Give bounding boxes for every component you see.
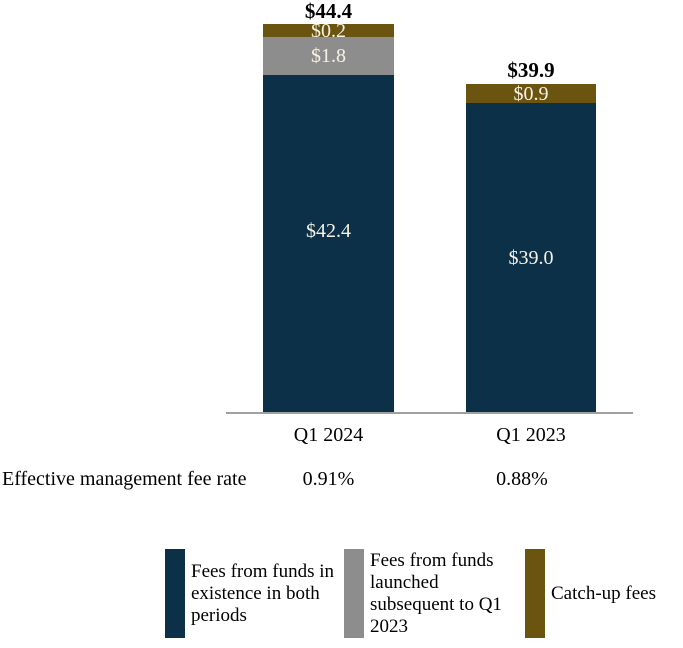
segment-catch-up-fees-q1-2023: $0.9 [466,82,596,105]
category-label-q1-2024: Q1 2024 [293,424,364,446]
bar-q1-2024: $0.2 $1.8 $42.4 [263,21,394,413]
legend-label-text: Catch-up fees [551,582,656,604]
legend-label-launched-funds: Fees from funds launched subsequent to Q… [370,549,520,638]
category-label-q1-2023: Q1 2023 [496,424,566,446]
total-label-q1-2023: $39.9 [507,58,555,82]
legend-swatch-launched-funds [344,549,364,638]
segment-value-label: $0.9 [513,82,549,105]
segment-launched-funds-q1-2024: $1.8 [263,37,394,75]
x-axis-line [226,412,633,414]
total-label-q1-2024: $44.4 [304,0,353,23]
legend-swatch-catch-up-fees [525,549,545,638]
segment-value-label: $1.8 [311,45,346,67]
segment-catch-up-fees-q1-2024: $0.2 [263,21,394,41]
segment-value-label: $39.0 [508,247,554,269]
segment-existing-funds-q1-2023: $39.0 [466,103,596,413]
fee-rate-row-label: Effective management fee rate [2,468,247,490]
fee-rate-value-q1-2024: 0.91% [302,468,355,490]
segment-value-label: $0.2 [311,19,346,42]
legend-label-text: Fees from funds in existence in both per… [191,560,335,626]
legend-swatch-existing-funds [165,549,185,638]
legend-label-existing-funds: Fees from funds in existence in both per… [191,549,336,638]
legend-label-catch-up-fees: Catch-up fees [551,549,683,638]
segment-existing-funds-q1-2024: $42.4 [263,75,394,413]
segment-value-label: $42.4 [306,220,351,242]
legend-label-text: Fees from funds launched subsequent to Q… [370,549,502,637]
fee-rate-value-q1-2023: 0.88% [496,468,548,490]
bar-q1-2023: $0.9 $39.0 [466,84,596,413]
